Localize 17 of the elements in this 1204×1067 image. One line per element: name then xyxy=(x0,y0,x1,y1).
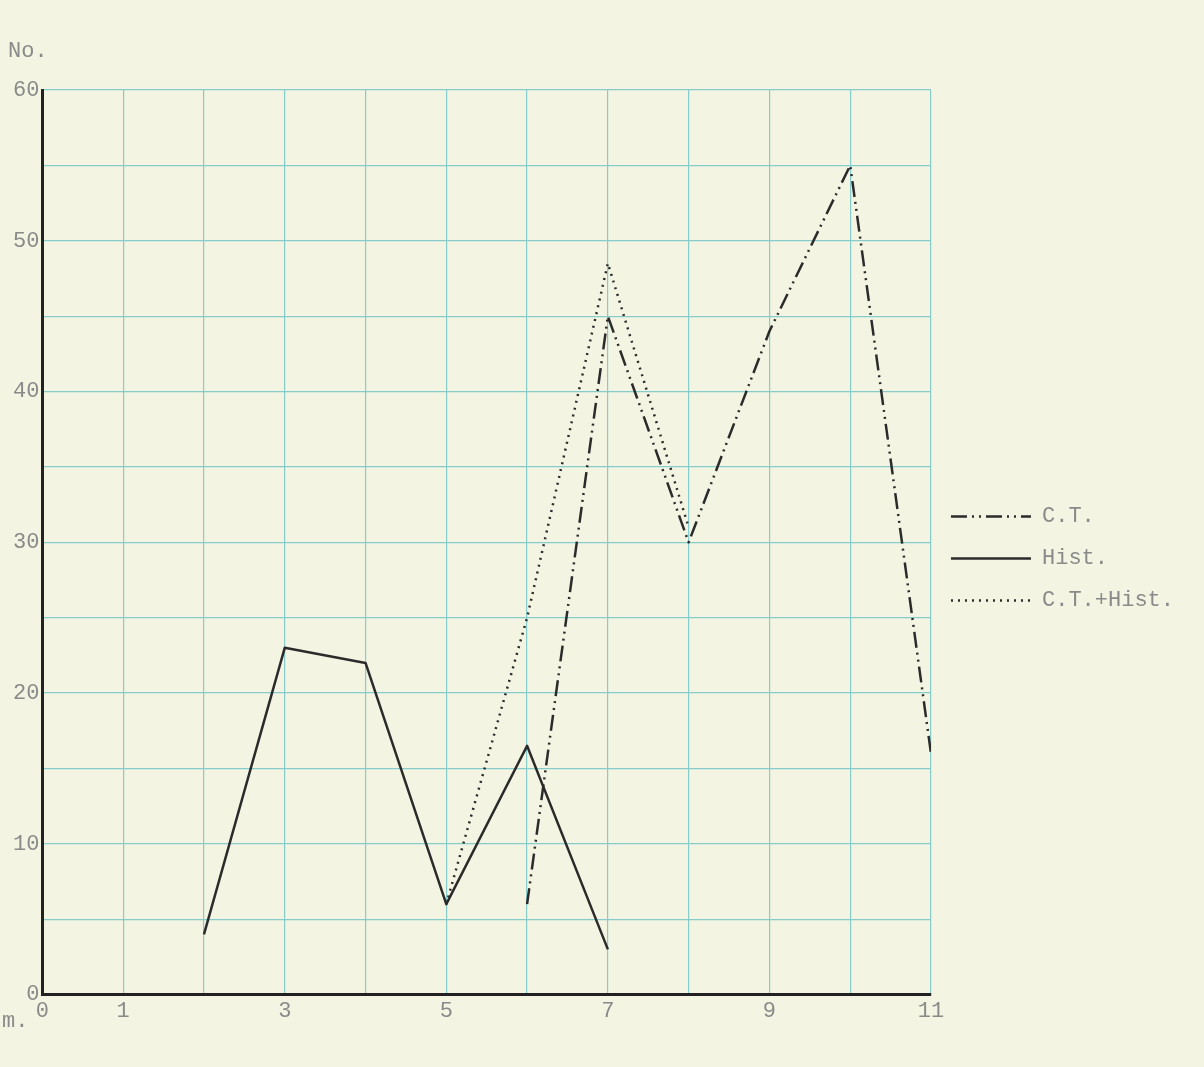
y-tick-label: 30 xyxy=(13,530,40,556)
x-tick-label: 7 xyxy=(601,998,615,1024)
y-tick-label: 40 xyxy=(13,379,40,405)
x-axis-title: m. xyxy=(2,1009,29,1035)
x-tick-label: 9 xyxy=(762,998,777,1024)
y-axis-title: No. xyxy=(8,38,48,64)
legend-label: Hist. xyxy=(1041,546,1108,572)
legend-label: C.T.+Hist. xyxy=(1041,588,1175,614)
x-tick-label: 3 xyxy=(278,998,292,1024)
x-tick-label: 5 xyxy=(439,998,453,1024)
x-tick-label: 11 xyxy=(917,998,945,1024)
y-tick-label: 60 xyxy=(13,77,40,103)
y-tick-label: 10 xyxy=(13,831,40,857)
y-tick-label: 20 xyxy=(13,680,40,706)
legend-label: C.T. xyxy=(1041,504,1095,530)
x-tick-label: 1 xyxy=(116,998,130,1024)
y-tick-label: 50 xyxy=(13,228,40,254)
